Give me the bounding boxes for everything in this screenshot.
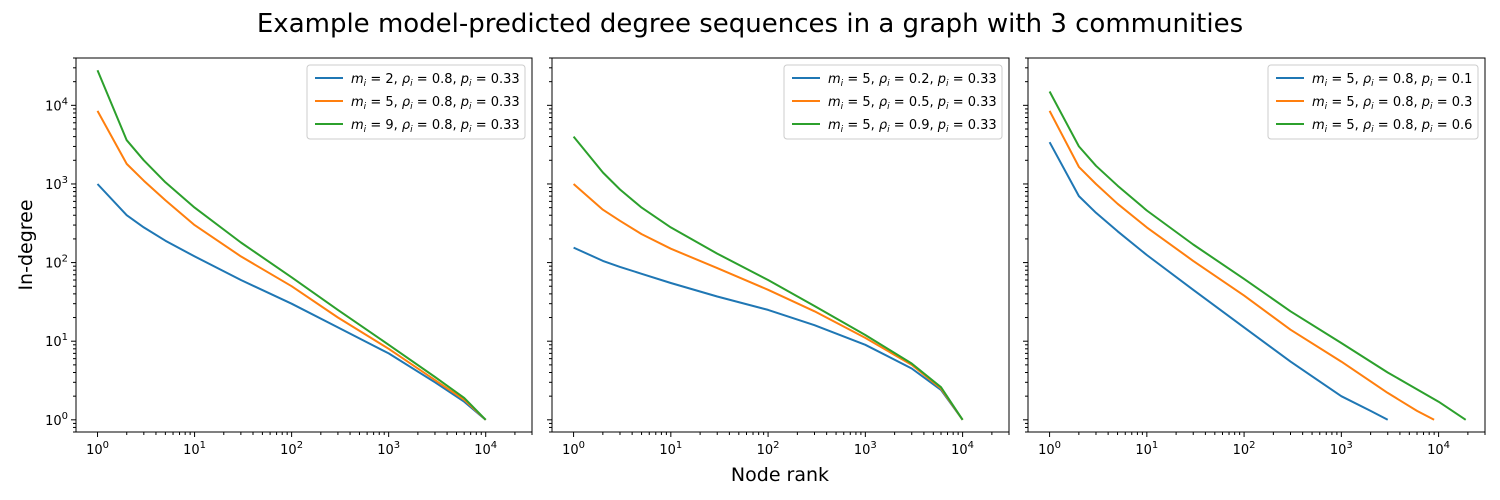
y-tick-label: 103 — [45, 175, 68, 193]
legend: mi = 5, ρi = 0.8, pi = 0.1 mi = 5, ρi = 0… — [1267, 64, 1479, 140]
legend-frame — [1267, 64, 1479, 140]
series-line-1-2 — [96, 110, 487, 421]
axes-frame — [75, 57, 533, 433]
panels: 100 101 102 103 104 100 101 102 103 104 mi = 2, ρi… — [45, 57, 1486, 458]
legend-label: mi = 9, ρi = 0.8, pi = 0.33 — [351, 118, 520, 135]
chart-panel-3: 100 101 102 103 104 mi = 5, ρi = 0.8, pi = 0.… — [1023, 57, 1486, 458]
axes-frame — [551, 57, 1010, 433]
chart-panel-2: 100 101 102 103 104 mi = 5, ρi = 0.2, pi = 0.… — [547, 57, 1010, 458]
legend-label: mi = 5, ρi = 0.8, pi = 0.6 — [1312, 118, 1472, 135]
series-line-2-1 — [573, 246, 964, 421]
legend: mi = 5, ρi = 0.2, pi = 0.33 mi = 5, ρi = … — [783, 64, 1003, 140]
x-tick-label: 102 — [280, 440, 303, 458]
x-tick-label: 100 — [86, 440, 109, 458]
chart-panel-1: 100 101 102 103 104 100 101 102 103 104 mi = 2, ρi… — [45, 57, 533, 458]
x-tick-label: 100 — [562, 440, 585, 458]
x-tick-label: 102 — [757, 440, 780, 458]
x-tick-label: 104 — [951, 440, 974, 458]
x-tick-label: 100 — [1038, 440, 1061, 458]
series-line-3-2 — [1048, 110, 1435, 421]
y-axis-label: In-degree — [15, 199, 37, 290]
legend-label: mi = 5, ρi = 0.5, pi = 0.33 — [828, 95, 997, 112]
legend-frame — [783, 64, 1003, 140]
y-tick-label: 102 — [45, 254, 68, 272]
x-tick-label: 103 — [854, 440, 877, 458]
series-line-2-3 — [572, 135, 964, 421]
y-tick-label: 104 — [45, 96, 68, 114]
y-tick-label: 100 — [45, 411, 68, 429]
series-line-2-2 — [572, 183, 964, 421]
series-line-1-1 — [96, 183, 487, 421]
x-axis-label: Node rank — [731, 464, 829, 486]
x-tick-label: 103 — [377, 440, 400, 458]
x-tick-label: 104 — [474, 440, 497, 458]
x-tick-label: 101 — [183, 440, 206, 458]
legend-label: mi = 2, ρi = 0.8, pi = 0.33 — [351, 72, 520, 89]
series-line-1-3 — [96, 69, 487, 421]
legend-frame — [306, 64, 526, 140]
figure-title: Example model-predicted degree sequences… — [257, 9, 1243, 39]
y-tick-label: 101 — [45, 332, 68, 350]
x-tick-label: 101 — [659, 440, 682, 458]
legend-label: mi = 5, ρi = 0.8, pi = 0.3 — [1312, 95, 1472, 112]
series-line-3-3 — [1048, 91, 1467, 421]
x-tick-label: 104 — [1427, 440, 1450, 458]
axes-frame — [1027, 57, 1486, 433]
legend-label: mi = 5, ρi = 0.8, pi = 0.33 — [351, 95, 520, 112]
x-tick-label: 103 — [1330, 440, 1353, 458]
legend: mi = 2, ρi = 0.8, pi = 0.33 mi = 5, ρi = … — [306, 64, 526, 140]
legend-label: mi = 5, ρi = 0.8, pi = 0.1 — [1312, 72, 1472, 89]
legend-label: mi = 5, ρi = 0.2, pi = 0.33 — [828, 72, 997, 89]
x-tick-label: 102 — [1233, 440, 1256, 458]
x-tick-label: 101 — [1135, 440, 1158, 458]
legend-label: mi = 5, ρi = 0.9, pi = 0.33 — [828, 118, 997, 135]
series-line-3-1 — [1048, 141, 1389, 421]
